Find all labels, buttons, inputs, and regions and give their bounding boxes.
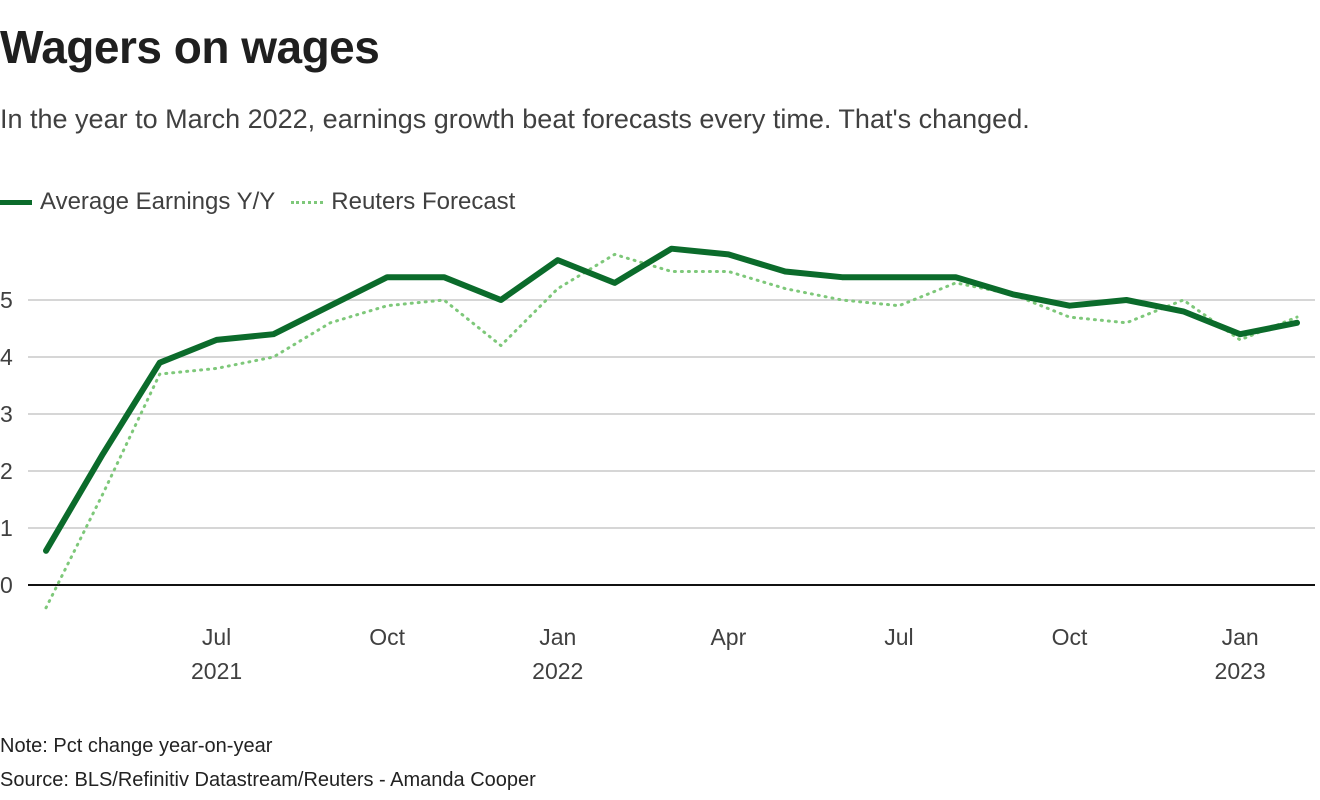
x-tick-year: 2023: [1215, 658, 1266, 684]
line-chart: 0 1 2 3 4 5 Jul 2021 Oct Jan 2022 Apr Jul Oct Jan 2023: [0, 245, 1315, 684]
y-tick-label: 0: [0, 572, 13, 598]
series-line-average-earnings: [43, 245, 1300, 554]
x-tick-label: Jan: [1222, 624, 1259, 650]
y-tick-label: 4: [0, 344, 13, 370]
x-tick-year: 2021: [191, 658, 242, 684]
legend-swatch-solid: [0, 199, 32, 205]
x-tick-label: Apr: [710, 624, 746, 650]
legend-item-reuters-forecast: Reuters Forecast: [291, 188, 515, 216]
chart-title: Wagers on wages: [0, 21, 380, 73]
legend-swatch-dotted: [291, 200, 324, 204]
chart-subtitle: In the year to March 2022, earnings grow…: [0, 104, 1030, 134]
x-tick-label: Oct: [1052, 624, 1088, 650]
footer-note: Note: Pct change year-on-year: [0, 735, 273, 757]
x-tick-label: Oct: [369, 624, 405, 650]
legend-label-average-earnings: Average Earnings Y/Y: [40, 188, 276, 215]
legend-label-reuters-forecast: Reuters Forecast: [331, 188, 516, 215]
x-tick-label: Jan: [539, 624, 576, 650]
x-tick-label: Jul: [202, 624, 231, 650]
legend: Average Earnings Y/Y Reuters Forecast: [0, 186, 531, 218]
y-tick-label: 5: [0, 287, 13, 313]
x-tick-year: 2022: [532, 658, 583, 684]
y-tick-label: 2: [0, 458, 13, 484]
footer-source: Source: BLS/Refinitiv Datastream/Reuters…: [0, 769, 536, 791]
legend-item-average-earnings: Average Earnings Y/Y: [0, 188, 275, 216]
x-tick-label: Jul: [884, 624, 913, 650]
series-line-reuters-forecast: [44, 252, 1299, 610]
y-tick-label: 3: [0, 401, 13, 427]
y-tick-label: 1: [0, 515, 13, 541]
